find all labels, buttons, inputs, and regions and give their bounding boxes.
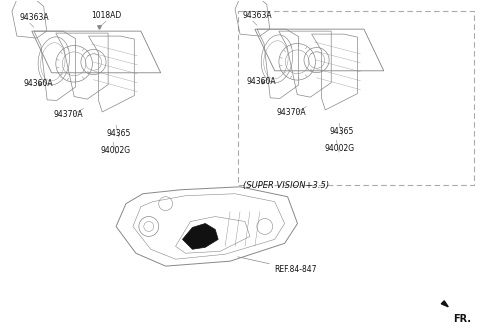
Bar xyxy=(238,11,474,185)
Text: REF.84-847: REF.84-847 xyxy=(238,257,317,274)
Text: 94002G: 94002G xyxy=(324,144,354,153)
Text: 94002G: 94002G xyxy=(101,146,131,155)
Text: 1018AD: 1018AD xyxy=(91,11,121,20)
Text: 94363A: 94363A xyxy=(20,13,49,22)
Text: 94365: 94365 xyxy=(107,129,131,138)
Text: 94363A: 94363A xyxy=(243,11,273,20)
Text: (SUPER VISION+3.5): (SUPER VISION+3.5) xyxy=(243,181,329,190)
Text: 94360A: 94360A xyxy=(247,77,276,86)
Polygon shape xyxy=(441,301,448,307)
Text: FR.: FR. xyxy=(453,314,471,324)
Polygon shape xyxy=(182,223,218,249)
Text: 94370A: 94370A xyxy=(54,110,83,119)
Text: 94365: 94365 xyxy=(330,127,354,136)
Text: 94360A: 94360A xyxy=(24,79,53,88)
Text: 94370A: 94370A xyxy=(276,108,306,117)
